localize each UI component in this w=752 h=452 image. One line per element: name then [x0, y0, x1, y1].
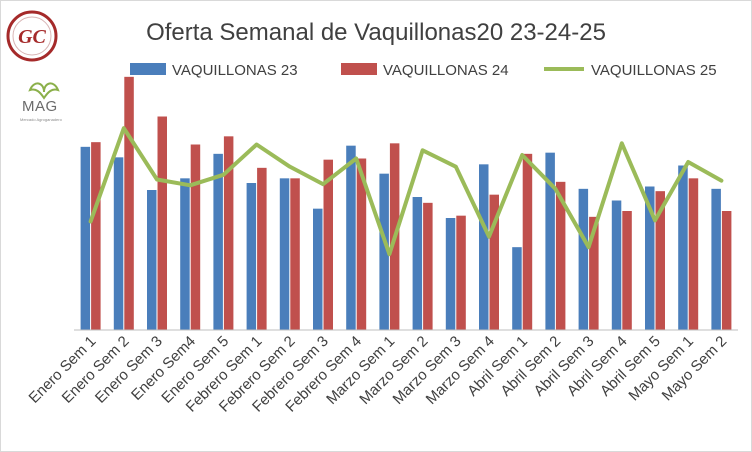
bar-vaq23-11: [412, 197, 423, 330]
mag-leaf-icon: [28, 82, 60, 100]
bar-vaq23-19: [678, 165, 688, 330]
bar-vaq24-20: [721, 211, 732, 330]
bar-vaq23-12: [445, 218, 456, 330]
bar-vaq24-3: [157, 116, 167, 330]
bar-vaq23-2: [113, 157, 124, 330]
gc-logo-text: GC: [18, 26, 46, 48]
bar-vaq24-17: [622, 211, 632, 330]
bar-vaq23-6: [246, 183, 257, 330]
bar-vaq24-16: [589, 216, 599, 330]
mag-logo-text: MAG: [22, 98, 58, 115]
bar-vaq23-4: [180, 178, 190, 330]
legend-swatch-2: [341, 63, 377, 75]
chart-legend: VAQUILLONAS 23 VAQUILLONAS 24 VAQUILLONAS …: [130, 62, 717, 79]
bar-vaq23-16: [578, 188, 589, 330]
bar-vaq23-3: [147, 190, 157, 330]
bar-vaq24-19: [688, 178, 699, 330]
bar-vaq24-13: [489, 194, 499, 330]
bar-vaq24-12: [456, 215, 466, 330]
bar-vaq24-8: [323, 159, 333, 330]
legend-label-2: VAQUILLONAS 24: [383, 62, 509, 79]
bar-vaq23-7: [279, 178, 290, 330]
bar-vaq24-14: [522, 153, 533, 330]
bar-vaq24-7: [290, 178, 300, 330]
bar-vaq24-6: [257, 167, 267, 330]
mag-logo-subtext: Mercado Agroganadero: [20, 117, 62, 122]
bar-vaq23-20: [711, 188, 721, 330]
legend-label-1: VAQUILLONAS 23: [172, 62, 298, 79]
bar-vaq23-14: [512, 247, 522, 330]
bar-vaq23-5: [213, 153, 223, 330]
bar-vaq23-18: [645, 186, 655, 330]
bar-vaq23-8: [313, 208, 323, 330]
line-layer: [88, 126, 724, 257]
bar-vaq23-10: [379, 173, 389, 330]
bar-vaq23-1: [80, 146, 91, 330]
bar-vaq24-9: [356, 158, 367, 330]
bar-group: [80, 76, 732, 330]
bar-vaq23-13: [479, 164, 489, 330]
bar-vaq23-17: [611, 200, 622, 330]
bar-vaq24-5: [223, 136, 234, 330]
bar-vaq24-2: [124, 76, 134, 330]
chart-title: Oferta Semanal de Vaquillonas20 23-24-25: [146, 19, 606, 46]
bar-vaq24-11: [423, 202, 433, 330]
bar-vaq24-15: [555, 181, 566, 330]
bar-vaq24-4: [190, 144, 201, 330]
bar-vaq24-1: [91, 142, 101, 330]
bar-vaq23-15: [545, 152, 555, 330]
line-vaq25: [88, 126, 724, 257]
gc-logo: GC: [6, 10, 58, 62]
legend-swatch-1: [130, 63, 166, 75]
legend-label-3: VAQUILLONAS 25: [591, 62, 717, 79]
bar-vaq23-9: [346, 145, 356, 330]
bar-vaq24-18: [655, 191, 665, 330]
